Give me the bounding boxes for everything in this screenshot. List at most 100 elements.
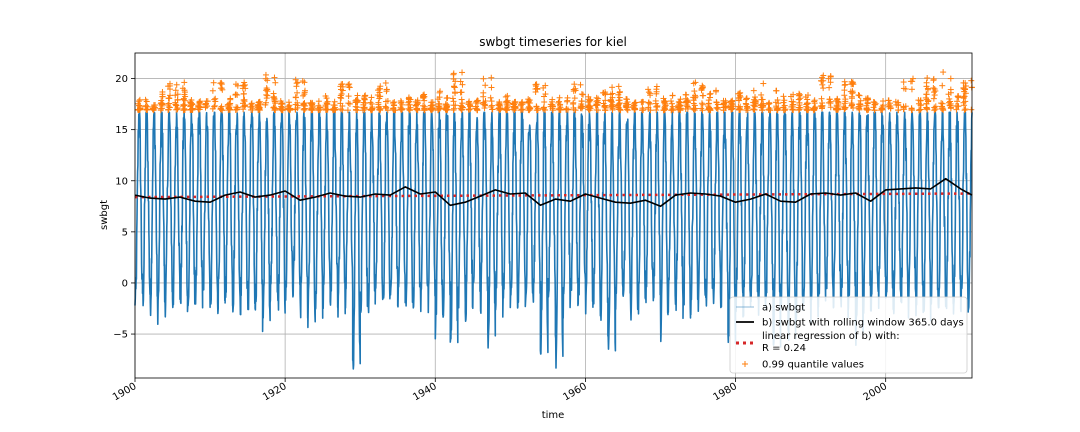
quantile-marker [939,82,946,89]
quantile-marker [188,106,195,113]
quantile-marker [730,103,737,110]
quantile-marker [593,101,600,108]
quantile-marker [780,104,787,111]
quantile-marker [578,102,585,109]
quantile-marker [947,98,954,105]
quantile-marker [324,98,331,105]
quantile-marker [594,97,601,104]
quantile-marker [841,105,848,112]
quantile-marker [735,94,742,101]
quantile-marker [571,95,578,102]
quantile-marker [292,101,299,108]
quantile-marker [616,97,623,104]
quantile-marker [743,106,750,113]
quantile-marker [150,103,157,110]
quantile-marker [232,91,239,98]
quantile-marker [322,107,329,114]
legend-regression-label-2: R = 0.24 [762,343,806,354]
quantile-marker [577,81,584,88]
quantile-marker [158,102,165,109]
quantile-marker [683,91,690,98]
quantile-marker [774,97,781,104]
quantile-marker [564,98,571,105]
quantile-marker [788,93,795,100]
quantile-marker [930,75,937,82]
quantile-marker [796,92,803,99]
quantile-marker [181,102,188,109]
quantile-marker [339,107,346,114]
quantile-marker [607,91,614,98]
quantile-marker [525,105,532,112]
quantile-marker [525,96,532,103]
quantile-marker [760,80,767,87]
quantile-marker [826,96,833,103]
quantile-marker [707,90,714,97]
quantile-marker [870,104,877,111]
quantile-marker [587,103,594,110]
quantile-marker [449,95,456,102]
quantile-marker [219,86,226,93]
quantile-marker [458,96,465,103]
quantile-marker [264,77,271,84]
quantile-marker [742,361,748,367]
quantile-marker [142,96,149,103]
quantile-marker [960,85,967,92]
quantile-marker [774,105,781,112]
quantile-marker [157,107,164,114]
quantile-marker [931,86,938,93]
quantile-marker [699,92,706,99]
quantile-marker [668,100,675,107]
legend-rolling-label: b) swbgt with rolling window 365.0 days [762,318,964,329]
y-tick-label: 0 [122,278,128,289]
quantile-marker [668,98,675,105]
quantile-marker [405,105,412,112]
quantile-marker [345,100,352,107]
quantile-marker [832,105,839,112]
quantile-marker [803,101,810,108]
quantile-marker [765,101,772,108]
quantile-marker [803,107,810,114]
quantile-marker [240,97,247,104]
quantile-marker [218,103,225,110]
quantile-marker [435,102,442,109]
quantile-marker [330,102,337,109]
quantile-marker [640,106,647,113]
quantile-marker [390,101,397,108]
quantile-marker [931,104,938,111]
quantile-marker [232,106,239,113]
quantile-marker [922,94,929,101]
quantile-marker [900,79,907,86]
quantile-marker [272,100,279,107]
quantile-marker [834,96,841,103]
quantile-marker [361,96,368,103]
quantile-marker [615,83,622,90]
quantile-marker [367,99,374,106]
quantile-marker [337,94,344,101]
quantile-marker [219,107,226,114]
quantile-marker [143,106,150,113]
quantile-marker [871,99,878,106]
quantile-marker [954,93,961,100]
quantile-marker [820,72,827,79]
quantile-marker [518,106,525,113]
quantile-marker [623,106,630,113]
x-axis-label: time [542,410,565,421]
quantile-marker [360,104,367,111]
quantile-marker [480,75,487,82]
quantile-marker [420,102,427,109]
quantile-marker [300,101,307,108]
quantile-marker [278,106,285,113]
quantile-marker [645,99,652,106]
quantile-marker [805,92,812,99]
quantile-marker [450,107,457,114]
quantile-marker [968,77,975,84]
quantile-marker [181,89,188,96]
quantile-marker [323,99,330,106]
quantile-marker [242,81,249,88]
quantile-marker [270,94,277,101]
quantile-marker [849,88,856,95]
quantile-marker [653,83,660,90]
quantile-marker [195,102,202,109]
legend-regression-label-1: linear regression of b) with: [762,331,900,342]
quantile-marker [309,101,316,108]
